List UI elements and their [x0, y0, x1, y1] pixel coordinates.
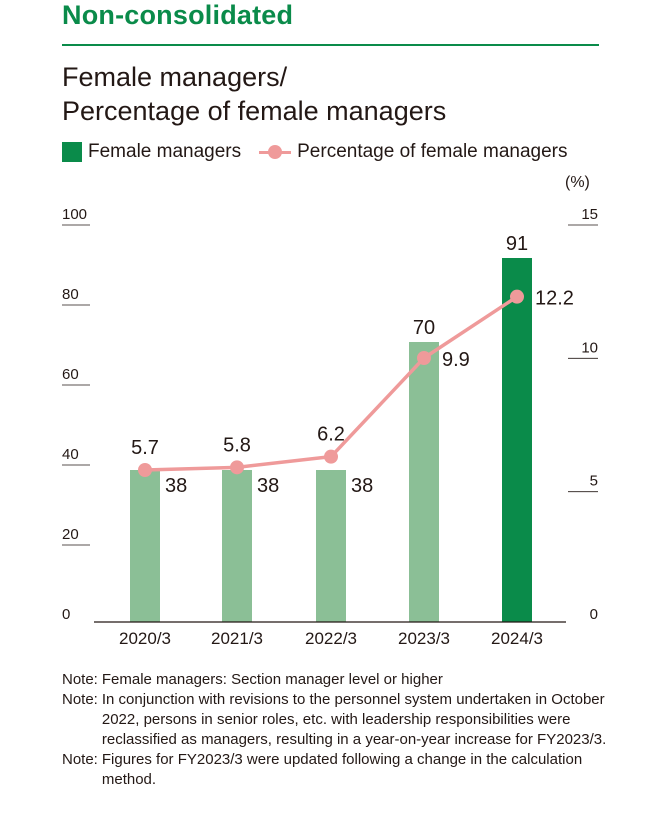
legend-line-label: Percentage of female managers	[297, 141, 568, 162]
line-value-label: 5.7	[131, 437, 159, 459]
line-value-label: 9.9	[442, 349, 470, 371]
y-left-tick-label: 60	[62, 366, 79, 383]
legend-line-marker	[259, 142, 292, 162]
percentage-point	[324, 449, 338, 464]
y-left-tick-label: 0	[62, 606, 70, 623]
note-item: Note: In conjunction with revisions to th…	[62, 690, 622, 750]
y-right-tick-label: 10	[581, 339, 598, 356]
y-right-tick-label: 15	[581, 206, 598, 223]
percentage-point	[510, 289, 524, 304]
percentage-point	[138, 463, 152, 477]
chart-canvas: 0 20 40 60 80 100 0 5 10 15 2020/3 2021/3 2022/3 2023…	[62, 206, 598, 648]
bar-value-label: 38	[165, 475, 187, 497]
bar-2024-3	[502, 258, 532, 622]
bar-2020-3	[130, 470, 160, 622]
line-value-label: 6.2	[317, 424, 345, 446]
y-left-tick-label: 80	[62, 286, 79, 303]
x-tick-label: 2021/3	[211, 629, 263, 648]
bar-value-label: 38	[257, 475, 279, 497]
note-item: Note: Female managers: Section manager le…	[62, 670, 622, 690]
legend-bar-swatch	[62, 142, 82, 162]
x-tick-label: 2023/3	[398, 629, 450, 648]
bar-2021-3	[222, 470, 252, 622]
y-right-tick-label: 5	[590, 473, 598, 490]
y-left-tick-label: 20	[62, 526, 79, 543]
line-value-label: 5.8	[223, 434, 251, 456]
line-value-label: 12.2	[535, 288, 574, 310]
note-label: Note:	[62, 691, 98, 708]
chart-title-line2: Percentage of female managers	[62, 96, 447, 126]
note-label: Note:	[62, 751, 98, 768]
legend-item-bars: Female managers	[62, 141, 241, 163]
section-title: Non-consolidated	[62, 0, 294, 30]
note-text: In conjunction with revisions to the per…	[101, 691, 607, 748]
bar-value-label: 38	[351, 475, 373, 497]
note-text: Female managers: Section manager level o…	[101, 671, 443, 688]
percentage-point	[417, 351, 431, 365]
section-divider	[62, 44, 599, 46]
chart-title: Female managers/ Percentage of female ma…	[62, 60, 446, 128]
x-tick-label: 2022/3	[305, 629, 357, 648]
legend-bar-label: Female managers	[88, 141, 242, 162]
x-tick-label: 2020/3	[119, 629, 171, 648]
notes-section: Note: Female managers: Section manager le…	[62, 670, 622, 790]
note-item: Note: Figures for FY2023/3 were updated f…	[62, 750, 622, 790]
bar-2023-3	[409, 342, 439, 622]
bar-value-label: 70	[413, 317, 435, 339]
y-right-tick-label: 0	[590, 606, 598, 623]
note-label: Note:	[62, 671, 98, 688]
y-left-tick-label: 40	[62, 446, 79, 463]
y-left-tick-label: 100	[62, 206, 87, 223]
chart-legend: Female managers Percentage of female man…	[62, 141, 568, 163]
bar-value-label: 91	[506, 233, 528, 255]
percentage-point	[230, 460, 244, 475]
chart-title-line1: Female managers/	[62, 62, 288, 92]
bar-2022-3	[316, 470, 346, 622]
x-tick-label: 2024/3	[491, 629, 543, 648]
right-axis-unit: (%)	[565, 174, 590, 191]
legend-item-line: Percentage of female managers	[241, 141, 568, 163]
note-text: Figures for FY2023/3 were updated follow…	[101, 751, 583, 788]
